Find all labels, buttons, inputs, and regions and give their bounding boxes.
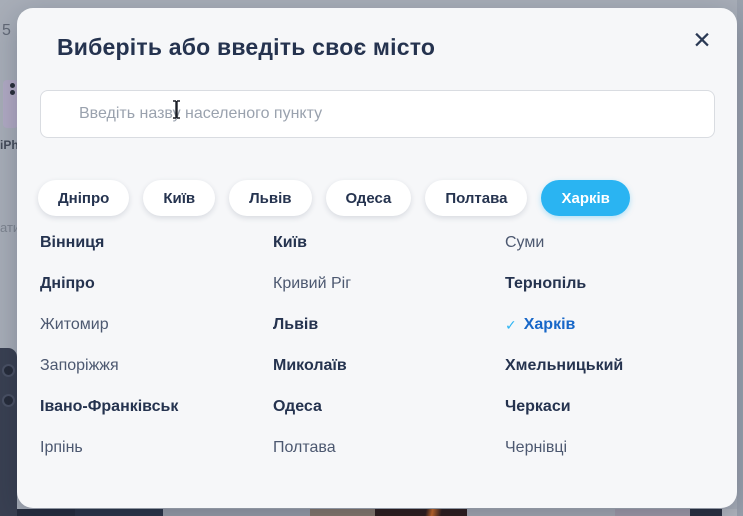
background-carousel-strip: [615, 509, 690, 516]
city-label: Харків: [523, 316, 576, 333]
city-list-grid: Вінниця Дніпро Житомир Запоріжжя Івано-Ф…: [40, 234, 720, 457]
chip-kyiv[interactable]: Київ: [143, 180, 216, 216]
city-kyiv[interactable]: Київ: [273, 234, 307, 251]
city-cherkasy[interactable]: Черкаси: [505, 398, 571, 415]
background-phone-thumbnail: [3, 80, 18, 128]
background-text-fragment: iPh: [0, 138, 19, 152]
phone-camera-lens: [2, 394, 15, 407]
chip-lviv[interactable]: Львів: [229, 180, 312, 216]
city-zhytomyr[interactable]: Житомир: [40, 316, 109, 333]
background-text-fragment: 5: [2, 22, 11, 39]
background-carousel-strip: [310, 509, 375, 516]
background-carousel-strip: [690, 509, 722, 516]
city-ternopil[interactable]: Тернопіль: [505, 275, 587, 292]
city-sumy[interactable]: Суми: [505, 234, 545, 251]
chip-odesa[interactable]: Одеса: [325, 180, 412, 216]
background-text-fragment: ати: [0, 220, 21, 235]
backdrop-right-strip: [737, 0, 743, 516]
city-lviv[interactable]: Львів: [273, 316, 319, 333]
city-mykolaiv[interactable]: Миколаїв: [273, 357, 347, 374]
city-ivano-frankivsk[interactable]: Івано-Франківськ: [40, 398, 179, 415]
city-zaporizhzhia[interactable]: Запоріжжя: [40, 357, 119, 374]
chip-poltava[interactable]: Полтава: [425, 180, 528, 216]
background-carousel-strip: [75, 509, 163, 516]
background-carousel-strip: [17, 509, 75, 516]
city-search-input[interactable]: [40, 90, 715, 138]
city-vinnytsia[interactable]: Вінниця: [40, 234, 105, 251]
chip-dnipro[interactable]: Дніпро: [38, 180, 130, 216]
city-odesa[interactable]: Одеса: [273, 398, 322, 415]
modal-title: Виберіть або введіть своє місто: [57, 34, 436, 60]
city-kryvyi-rih[interactable]: Кривий Ріг: [273, 275, 352, 292]
city-khmelnytskyi[interactable]: Хмельницький: [505, 357, 624, 374]
city-irpin[interactable]: Ірпінь: [40, 439, 83, 456]
background-carousel-strip: [467, 509, 615, 516]
background-carousel-strip: [163, 509, 310, 516]
chip-kharkiv-selected[interactable]: Харків: [541, 180, 630, 216]
quick-city-chips: Дніпро Київ Львів Одеса Полтава Харків: [38, 180, 630, 216]
city-kharkiv-selected[interactable]: ✓ Харків: [505, 316, 720, 334]
background-carousel-strip: [375, 509, 467, 516]
city-select-modal: Виберіть або введіть своє місто ✕ Дніпро…: [17, 8, 737, 508]
city-chernivtsi[interactable]: Чернівці: [505, 439, 568, 456]
phone-camera-lens: [2, 364, 15, 377]
close-icon[interactable]: ✕: [687, 26, 717, 56]
background-carousel-strip: [722, 509, 743, 516]
city-dnipro[interactable]: Дніпро: [40, 275, 95, 292]
background-phone-image: [0, 348, 17, 516]
phone-camera-dot: [10, 83, 15, 88]
phone-camera-dot: [10, 90, 15, 95]
city-poltava[interactable]: Полтава: [273, 439, 336, 456]
check-icon: ✓: [505, 317, 517, 333]
